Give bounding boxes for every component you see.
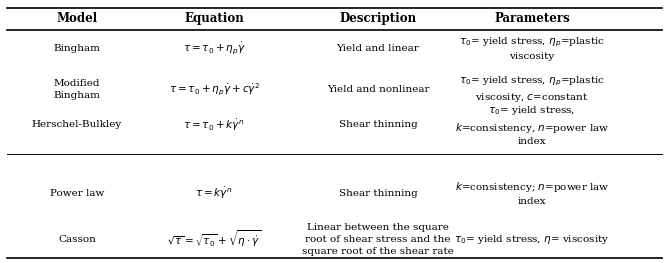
Text: Power law: Power law <box>50 189 104 198</box>
Text: $\tau = \tau_0 + k\dot{\gamma}^n$: $\tau = \tau_0 + k\dot{\gamma}^n$ <box>183 117 245 133</box>
Text: $\tau = k\dot{\gamma}^n$: $\tau = k\dot{\gamma}^n$ <box>195 186 233 201</box>
Text: $\tau_0$= yield stress, $\eta_p$=plastic
viscosity: $\tau_0$= yield stress, $\eta_p$=plastic… <box>459 36 605 61</box>
Text: Description: Description <box>339 12 417 25</box>
Text: $\sqrt{\tau} = \sqrt{\tau_0} + \sqrt{\eta \cdot \dot{\gamma}}$: $\sqrt{\tau} = \sqrt{\tau_0} + \sqrt{\et… <box>167 229 261 250</box>
Text: Herschel-Bulkley: Herschel-Bulkley <box>32 120 122 129</box>
Text: Yield and nonlinear: Yield and nonlinear <box>326 85 429 94</box>
Text: $\tau_0$= yield stress, $\eta$= viscosity: $\tau_0$= yield stress, $\eta$= viscosit… <box>454 233 609 246</box>
Text: $\tau = \tau_0 + \eta_p \dot{\gamma} + c\dot{\gamma}^2$: $\tau = \tau_0 + \eta_p \dot{\gamma} + c… <box>169 81 260 98</box>
Text: Linear between the square
root of shear stress and the
square root of the shear : Linear between the square root of shear … <box>302 223 454 256</box>
Text: Shear thinning: Shear thinning <box>339 189 417 198</box>
Text: Model: Model <box>56 12 98 25</box>
Text: Yield and linear: Yield and linear <box>337 44 419 53</box>
Text: Bingham: Bingham <box>54 44 100 53</box>
Text: $k$=consistency; $n$=power law
index: $k$=consistency; $n$=power law index <box>454 180 609 206</box>
Text: $\tau_0$= yield stress, $\eta_p$=plastic
viscosity, $c$=constant: $\tau_0$= yield stress, $\eta_p$=plastic… <box>459 74 605 104</box>
Text: $\tau = \tau_0 + \eta_p \dot{\gamma}$: $\tau = \tau_0 + \eta_p \dot{\gamma}$ <box>183 41 246 57</box>
Text: Equation: Equation <box>184 12 244 25</box>
Text: $\tau_0$= yield stress,
$k$=consistency, $n$=power law
index: $\tau_0$= yield stress, $k$=consistency,… <box>455 104 609 146</box>
Text: Casson: Casson <box>58 235 96 244</box>
Text: Shear thinning: Shear thinning <box>339 120 417 129</box>
Text: Parameters: Parameters <box>494 12 570 25</box>
Text: Modified
Bingham: Modified Bingham <box>54 79 100 100</box>
